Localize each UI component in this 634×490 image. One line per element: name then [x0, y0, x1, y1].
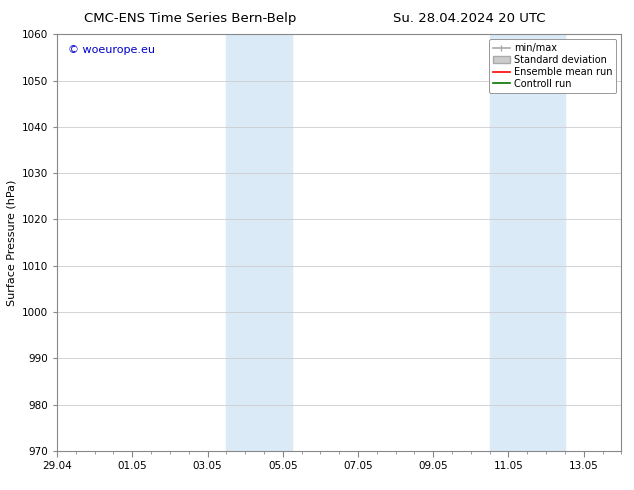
Text: © woeurope.eu: © woeurope.eu	[68, 45, 155, 55]
Text: CMC-ENS Time Series Bern-Belp: CMC-ENS Time Series Bern-Belp	[84, 12, 296, 25]
Y-axis label: Surface Pressure (hPa): Surface Pressure (hPa)	[6, 179, 16, 306]
Legend: min/max, Standard deviation, Ensemble mean run, Controll run: min/max, Standard deviation, Ensemble me…	[489, 39, 616, 93]
Bar	[226, 34, 292, 451]
Bar	[489, 34, 565, 451]
Text: Su. 28.04.2024 20 UTC: Su. 28.04.2024 20 UTC	[393, 12, 545, 25]
